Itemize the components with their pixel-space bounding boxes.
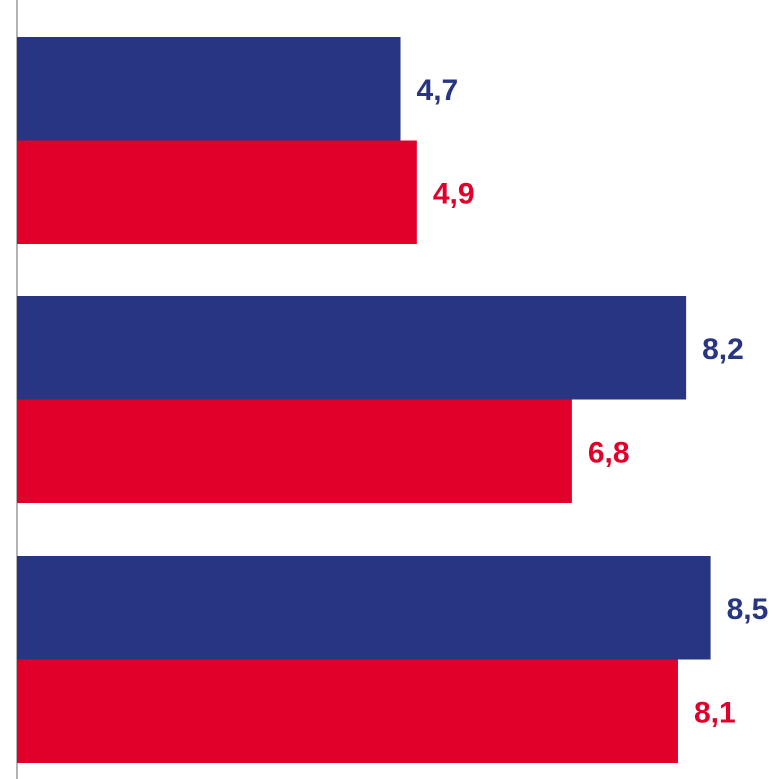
bar-group1-series2	[17, 140, 417, 244]
value-label-group1-series1: 4,7	[417, 74, 459, 107]
bars-group	[17, 37, 711, 763]
value-label-group2-series1: 8,2	[702, 333, 744, 366]
value-label-group2-series2: 6,8	[588, 436, 630, 469]
bar-group2-series1	[17, 296, 687, 400]
bar-group3-series2	[17, 659, 678, 763]
bar-group1-series1	[17, 37, 401, 141]
value-label-group3-series1: 8,5	[727, 593, 769, 626]
value-label-group3-series2: 8,1	[694, 696, 736, 729]
value-label-group1-series2: 4,9	[433, 177, 475, 210]
value-labels-group: 4,7 4,9 8,2 6,8 8,5 8,1	[417, 74, 769, 730]
bar-group2-series2	[17, 399, 572, 503]
bar-group3-series1	[17, 556, 711, 660]
